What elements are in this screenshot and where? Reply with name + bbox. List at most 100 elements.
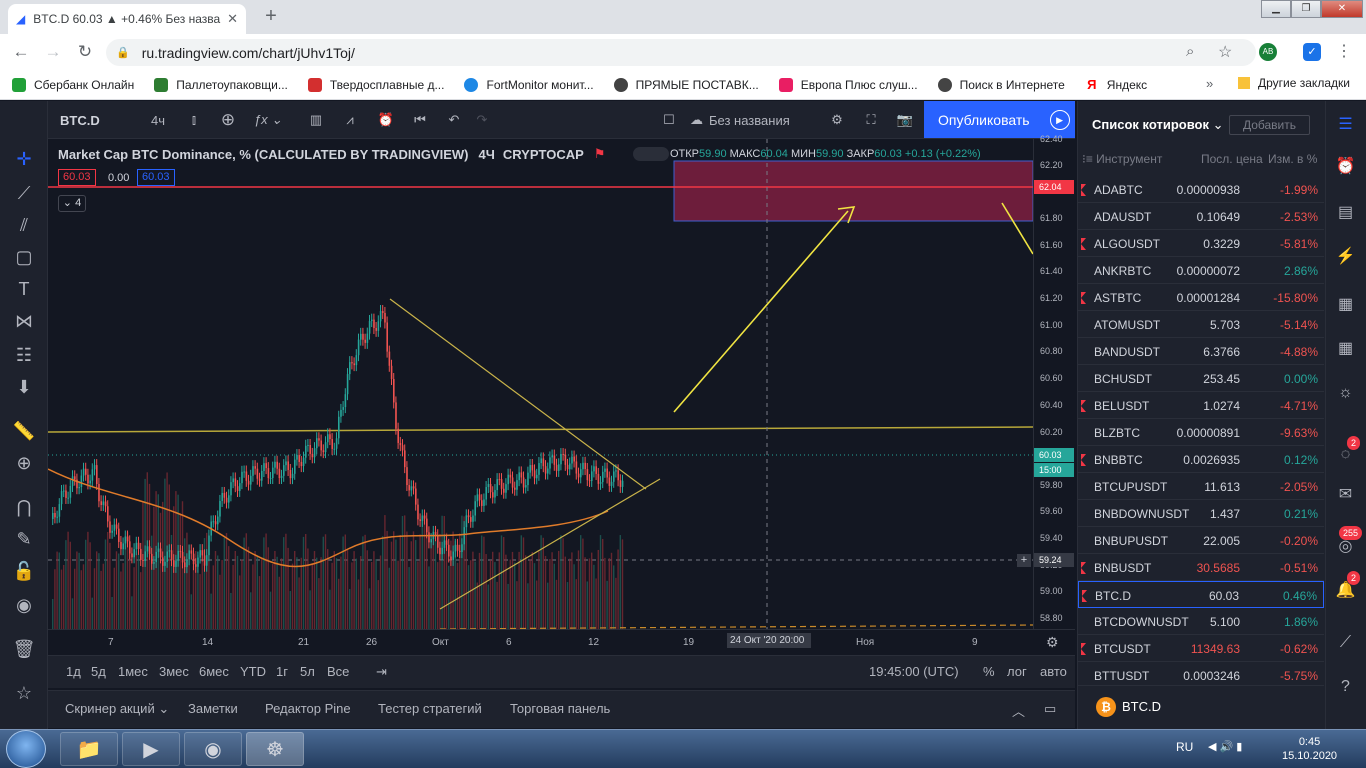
bookmark-item[interactable]: Твердосплавные д... <box>307 77 444 92</box>
help-icon[interactable]: ? <box>1341 678 1350 695</box>
start-button[interactable] <box>6 730 46 768</box>
notifications-bell-icon[interactable]: 🔔 <box>1335 582 1356 599</box>
flag-icon[interactable] <box>1081 292 1086 304</box>
tab-stock-screener[interactable]: Скринер акций ⌄ <box>65 701 170 716</box>
minimize-window-button[interactable]: ▁ <box>1261 0 1291 18</box>
chart-settings-gear-icon[interactable]: ⚙ <box>1046 634 1059 650</box>
prediction-icon[interactable]: ☷ <box>15 345 33 365</box>
column-header-symbol[interactable]: ⁝≡ Инструмент <box>1082 152 1163 166</box>
price-chart[interactable] <box>48 139 1033 629</box>
interval-button[interactable]: 4ч <box>150 112 165 128</box>
trend-line-icon[interactable]: ⟋ <box>17 183 31 203</box>
fullscreen-box-icon[interactable]: ☐ <box>663 112 675 127</box>
flag-icon[interactable] <box>1082 590 1087 602</box>
arrow-down-icon[interactable]: ⬇ <box>16 377 32 397</box>
zoom-in-icon[interactable]: ⊕ <box>16 453 32 473</box>
language-indicator[interactable]: RU <box>1176 740 1194 754</box>
indicators-fx-icon[interactable]: ƒx ⌄ <box>253 112 283 127</box>
calendar-grid-icon[interactable]: ▦ <box>1337 340 1354 357</box>
extension-icon[interactable]: AB <box>1259 43 1277 61</box>
app-icon[interactable]: ☸ <box>246 732 304 766</box>
add-symbol-input[interactable]: Добавить <box>1229 115 1310 135</box>
tray-icons[interactable]: ◀ 🔊 ▮ <box>1208 741 1243 753</box>
watchlist-row[interactable]: ASTBTC 0.00001284 -15.80% <box>1078 284 1324 311</box>
alerts-clock-icon[interactable]: ⏰ <box>1335 158 1356 175</box>
watchlist-title[interactable]: Список котировок ⌄ <box>1092 117 1224 132</box>
bookmark-item[interactable]: Паллетоупаковщи... <box>154 77 288 92</box>
candles-icon[interactable]: ⫾ <box>191 112 197 127</box>
tab-trading-panel[interactable]: Торговая панель <box>510 701 611 716</box>
log-toggle[interactable]: лог <box>1007 664 1027 679</box>
goto-date-icon[interactable]: ⇥ <box>376 664 387 679</box>
back-arrow-icon[interactable]: ← <box>12 42 30 61</box>
watchlist-row[interactable]: ADAUSDT 0.10649 -2.53% <box>1078 203 1324 230</box>
ideas-icon[interactable]: ☼ <box>1338 384 1353 401</box>
flag-icon[interactable] <box>1081 454 1086 466</box>
watchlist-row[interactable]: BTCDOWNUSDT 5.100 1.86% <box>1078 608 1324 635</box>
reload-icon[interactable]: ↻ <box>77 42 93 61</box>
compare-add-icon[interactable]: ⊕ <box>220 110 236 129</box>
range-all-button[interactable]: Все <box>327 664 350 679</box>
watchlist-row[interactable]: BELUSDT 1.0274 -4.71% <box>1078 392 1324 419</box>
column-header-price[interactable]: Посл. цена <box>1201 152 1263 166</box>
watchlist-row[interactable]: BANDUSDT 6.3766 -4.88% <box>1078 338 1324 365</box>
tab-notes[interactable]: Заметки <box>188 701 238 716</box>
flag-icon[interactable] <box>1081 562 1086 574</box>
templates-icon[interactable]: ▥ <box>309 112 323 127</box>
bookmark-item[interactable]: FortMonitor монит... <box>464 77 594 92</box>
eye-icon[interactable]: ◉ <box>16 595 32 615</box>
watchlist-row[interactable]: BNBDOWNUSDT 1.437 0.21% <box>1078 500 1324 527</box>
watchlist-row[interactable]: BCHUSDT 253.45 0.00% <box>1078 365 1324 392</box>
camera-snapshot-icon[interactable]: 📷 <box>896 112 914 127</box>
data-window-icon[interactable]: ▤ <box>1337 204 1354 221</box>
flag-icon[interactable] <box>1081 643 1086 655</box>
watchlist-row[interactable]: ANKRBTC 0.00000072 2.86% <box>1078 257 1324 284</box>
watchlist-row[interactable]: BTC.D 60.03 0.46% <box>1078 581 1324 608</box>
maximize-panel-icon[interactable]: ▭ <box>1044 701 1057 716</box>
clock[interactable]: 0:45 15.10.2020 <box>1282 735 1337 763</box>
shield-extension-icon[interactable]: ✓ <box>1303 43 1321 61</box>
timezone-label[interactable]: 19:45:00 (UTC) <box>869 664 959 679</box>
bookmark-item[interactable]: ПРЯМЫЕ ПОСТАВК... <box>613 77 759 92</box>
chevron-up-icon[interactable]: ︿ <box>1012 704 1026 719</box>
flag-icon[interactable]: ⚑ <box>593 146 606 161</box>
tab-strategy-tester[interactable]: Тестер стратегий <box>378 701 482 716</box>
explorer-folder-icon[interactable]: 📁 <box>60 732 118 766</box>
layout-name-button[interactable]: ☁ Без названия <box>690 112 790 128</box>
streams-icon[interactable]: ◎ <box>1338 538 1353 555</box>
chat-icon[interactable]: ◌ <box>1340 446 1351 463</box>
watchlist-row[interactable]: BNBBTC 0.0026935 0.12% <box>1078 446 1324 473</box>
text-tool-icon[interactable]: T <box>18 279 30 299</box>
tab-pine-editor[interactable]: Редактор Pine <box>265 701 351 716</box>
settings-gear-icon[interactable]: ⚙ <box>831 112 843 127</box>
add-plus-icon[interactable]: + <box>1017 554 1031 567</box>
alert-clock-icon[interactable]: ⏰ <box>377 112 395 127</box>
watchlist-row[interactable]: ALGOUSDT 0.3229 -5.81% <box>1078 230 1324 257</box>
favorite-star-icon[interactable]: ☆ <box>15 683 33 703</box>
calendar-icon[interactable]: ▦ <box>1337 296 1354 313</box>
chart-canvas[interactable] <box>48 139 1033 629</box>
watchlist-row[interactable]: ADABTC 0.00000938 -1.99% <box>1078 176 1324 203</box>
chart-type-icon[interactable]: ⩘ <box>346 112 354 127</box>
undo-icon[interactable]: ↶ <box>448 112 460 127</box>
trending-icon[interactable]: ⟋ <box>1339 634 1352 651</box>
bookmark-item[interactable]: Я Яндекс <box>1084 77 1147 92</box>
magnet-icon[interactable]: ⋂ <box>16 497 32 517</box>
chrome-icon[interactable]: ◉ <box>184 732 242 766</box>
rectangle-icon[interactable]: ▢ <box>15 247 33 267</box>
menu-dots-icon[interactable]: ⋮ <box>1336 43 1352 60</box>
messages-icon[interactable]: ✉ <box>1338 486 1353 503</box>
indicators-collapse-button[interactable]: ⌄ 4 <box>58 195 86 212</box>
close-tab-icon[interactable]: ✕ <box>227 11 238 26</box>
watchlist-row[interactable]: BNBUPUSDT 22.005 -0.20% <box>1078 527 1324 554</box>
symbol-search-button[interactable]: BTC.D <box>60 112 100 128</box>
watchlist-row[interactable]: BTCUPUSDT 11.613 -2.05% <box>1078 473 1324 500</box>
range-1m-button[interactable]: 1мес <box>118 664 148 679</box>
publish-button[interactable]: Опубликовать ▶ <box>924 101 1075 138</box>
percent-toggle[interactable]: % <box>983 664 995 679</box>
fullscreen-icon[interactable]: ⛶ <box>866 112 876 127</box>
bookmark-item[interactable]: Поиск в Интернете <box>937 77 1065 92</box>
watchlist-row[interactable]: BTCUSDT 11349.63 -0.62% <box>1078 635 1324 662</box>
range-1d-button[interactable]: 1д <box>66 664 81 679</box>
zoom-search-icon[interactable]: ⌕ <box>1186 43 1195 60</box>
